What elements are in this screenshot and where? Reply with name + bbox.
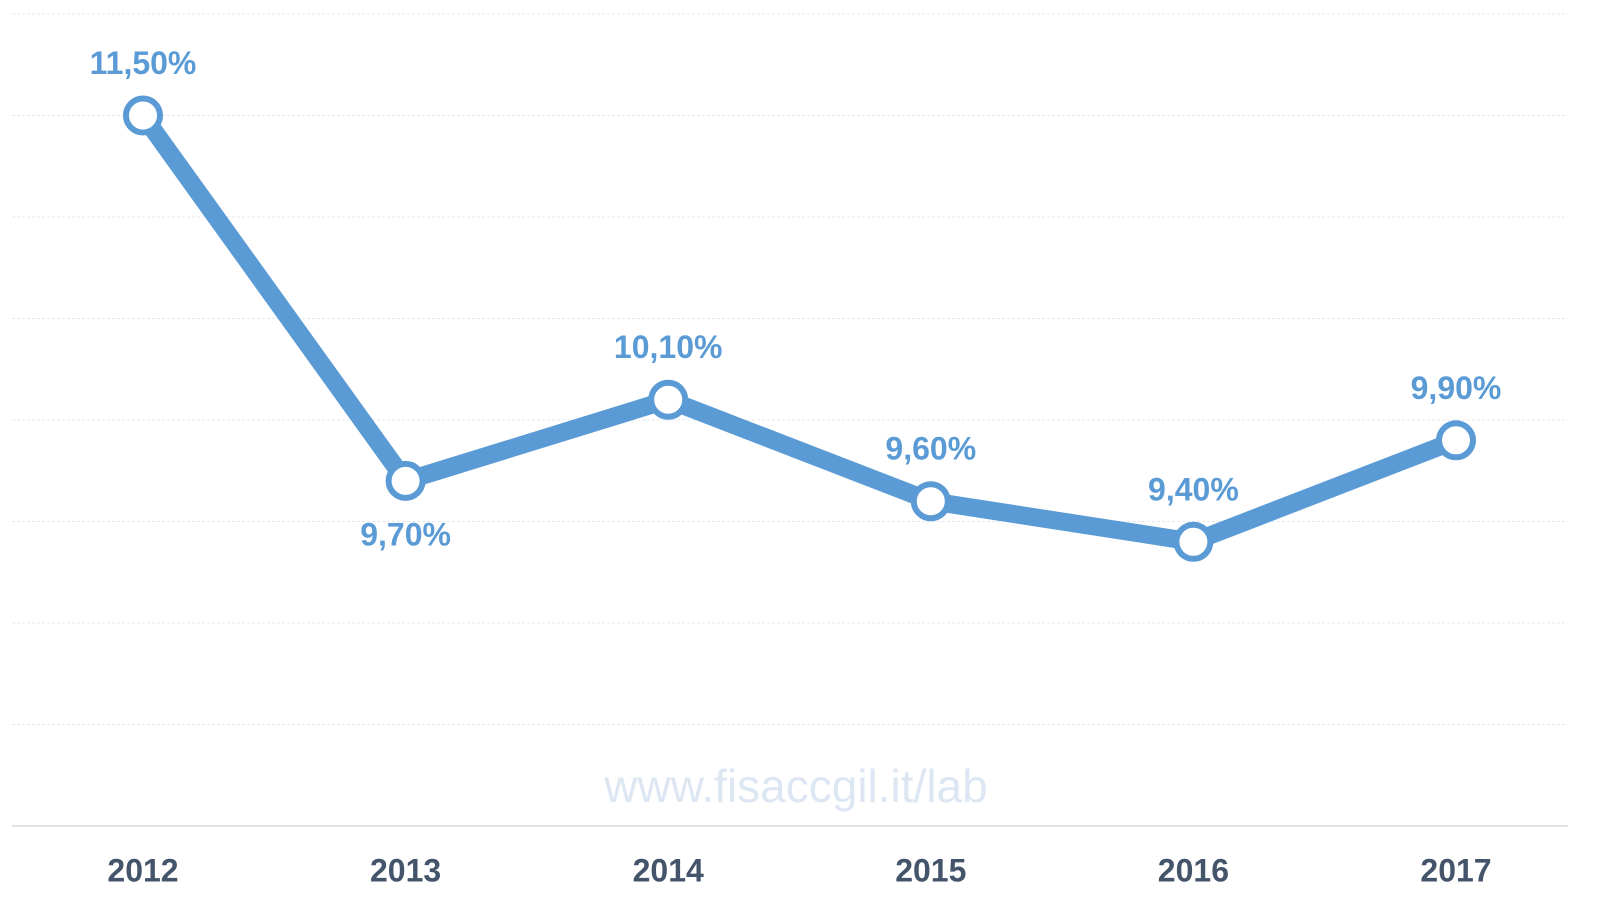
point: [648, 379, 689, 420]
point: [910, 481, 951, 522]
x-tick-label: 2013: [370, 852, 441, 888]
point: [123, 95, 163, 136]
data-label: 9,70%: [360, 516, 451, 552]
data-label: 9,90%: [1411, 370, 1502, 406]
line: [135, 110, 1460, 551]
point: [1436, 420, 1476, 461]
x-tick-label: 2017: [1420, 852, 1491, 888]
x-tick-label: 2014: [633, 852, 704, 888]
point: [1173, 521, 1214, 562]
x-tick-label: 2015: [895, 852, 966, 888]
x-tick-label: 2016: [1158, 852, 1229, 888]
data-label: 9,60%: [885, 431, 976, 467]
data-label: 10,10%: [614, 329, 723, 365]
point: [385, 460, 426, 501]
x-tick-label: 2012: [107, 852, 178, 888]
data-label: 11,50%: [90, 45, 197, 81]
data-label: 9,40%: [1148, 471, 1239, 507]
watermark: www.fisaccgil.it/lab: [603, 760, 987, 812]
